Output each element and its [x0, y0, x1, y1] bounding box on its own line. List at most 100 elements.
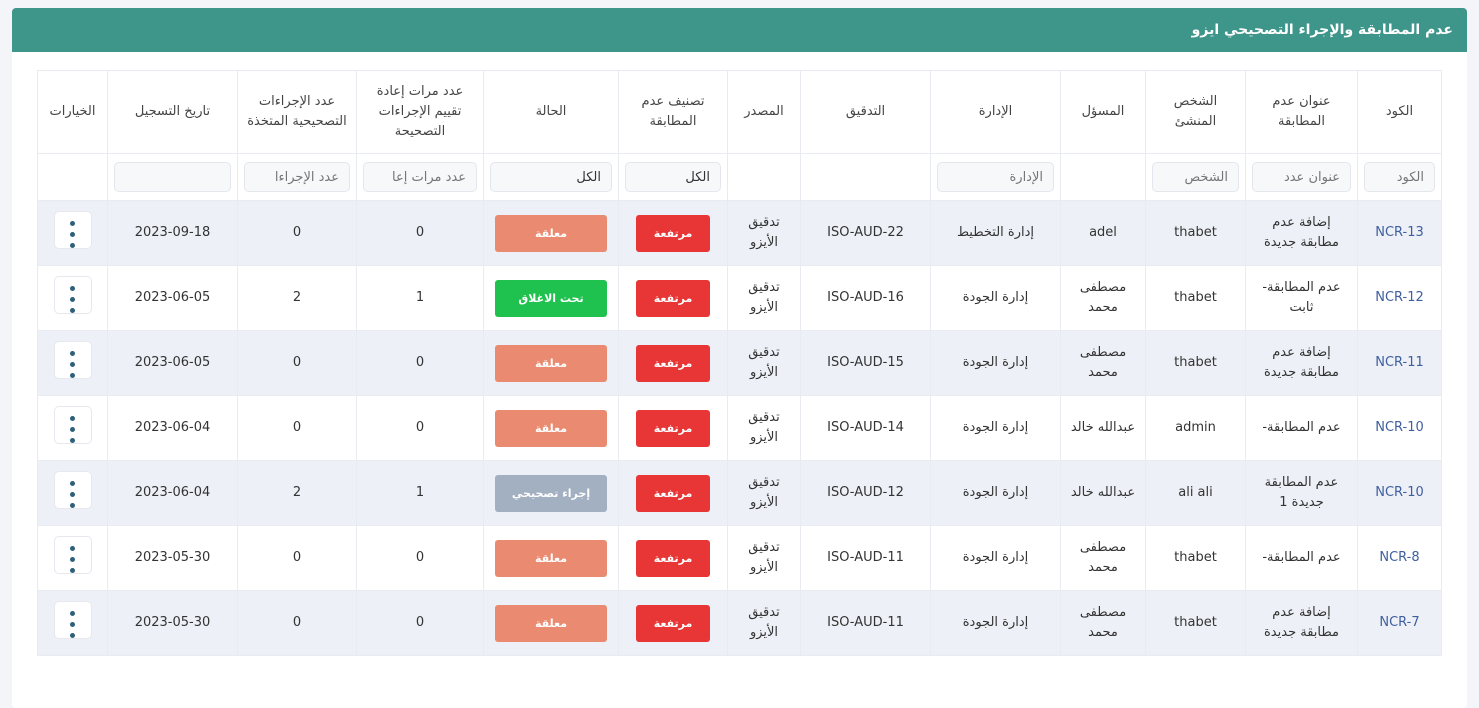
- reeval-text: 1: [415, 485, 425, 500]
- status-badge: معلقة: [495, 214, 607, 252]
- code-cell: NCR-11: [1357, 330, 1442, 396]
- audit-cell: ISO-AUD-11: [800, 590, 931, 656]
- options-button[interactable]: [53, 340, 92, 379]
- actions-filter[interactable]: [244, 162, 350, 192]
- status-badge: معلقة: [495, 604, 607, 642]
- options-button[interactable]: [53, 600, 92, 639]
- date-cell: 2023-06-04: [107, 460, 238, 526]
- options-button[interactable]: [53, 275, 92, 314]
- code-cell: NCR-12: [1357, 265, 1442, 331]
- dept-text: إدارة الجودة: [962, 550, 1029, 565]
- actions-text: 0: [292, 355, 302, 370]
- source-cell: تدقيق الأيزو: [727, 395, 801, 461]
- person-cell: thabet: [1145, 265, 1246, 331]
- options-button[interactable]: [53, 210, 92, 249]
- date-text: 2023-05-30: [134, 550, 211, 565]
- code-text[interactable]: NCR-13: [1375, 225, 1424, 240]
- resp-cell: مصطفى محمد: [1060, 265, 1146, 331]
- source-cell: تدقيق الأيزو: [727, 200, 801, 266]
- column-header[interactable]: الشخص المنشئ: [1145, 70, 1246, 154]
- reeval-text: 0: [415, 550, 425, 565]
- column-header[interactable]: المصدر: [727, 70, 801, 154]
- date-text: 2023-05-30: [134, 615, 211, 630]
- column-header[interactable]: عدد الإجراءات التصحيحية المتخذة: [237, 70, 357, 154]
- code-text[interactable]: NCR-12: [1375, 290, 1424, 305]
- code-filter[interactable]: [1364, 162, 1435, 192]
- resp-text: مصطفى محمد: [1079, 345, 1127, 380]
- resp-text: عبدالله خالد: [1070, 420, 1136, 435]
- status-select[interactable]: الكل: [490, 162, 612, 192]
- dept-cell: إدارة الجودة: [930, 395, 1061, 461]
- actions-cell: 0: [237, 525, 357, 591]
- column-header[interactable]: الخيارات: [37, 70, 108, 154]
- class-cell: مرتفعة: [618, 330, 728, 396]
- audit-cell: ISO-AUD-14: [800, 395, 931, 461]
- code-text[interactable]: NCR-7: [1379, 615, 1420, 630]
- title-cell: إضافة عدم مطابقة جديدة: [1245, 330, 1358, 396]
- column-header[interactable]: المسؤل: [1060, 70, 1146, 154]
- ncr-table: الكود عنوان عدم المطابقة الشخص المنشئ المسؤ…: [37, 70, 1442, 656]
- column-header[interactable]: الكود: [1357, 70, 1442, 154]
- kebab-icon: [70, 350, 75, 356]
- person-text: thabet: [1174, 290, 1217, 305]
- code-text[interactable]: NCR-11: [1375, 355, 1424, 370]
- code-text[interactable]: NCR-8: [1379, 550, 1420, 565]
- source-cell: تدقيق الأيزو: [727, 330, 801, 396]
- title-filter[interactable]: [1252, 162, 1351, 192]
- audit-cell: ISO-AUD-16: [800, 265, 931, 331]
- column-header[interactable]: عنوان عدم المطابقة: [1245, 70, 1358, 154]
- kebab-icon: [70, 545, 75, 551]
- status-cell: إجراء تصحيحي: [483, 460, 619, 526]
- title-text: إضافة عدم مطابقة جديدة: [1264, 605, 1339, 640]
- title-cell: عدم المطابقة- ثابت: [1245, 265, 1358, 331]
- class-cell: مرتفعة: [618, 525, 728, 591]
- code-cell: NCR-13: [1357, 200, 1442, 266]
- audit-text: ISO-AUD-11: [827, 550, 904, 565]
- options-cell: [37, 265, 108, 331]
- code-cell: NCR-10: [1357, 395, 1442, 461]
- actions-text: 0: [292, 615, 302, 630]
- date-cell: 2023-09-18: [107, 200, 238, 266]
- date-text: 2023-06-05: [134, 355, 211, 370]
- status-cell: معلقة: [483, 200, 619, 266]
- person-filter[interactable]: [1152, 162, 1239, 192]
- status-cell: تحت الاغلاق: [483, 265, 619, 331]
- column-header[interactable]: تصنيف عدم المطابقة: [618, 70, 728, 154]
- dept-filter[interactable]: [937, 162, 1054, 192]
- audit-text: ISO-AUD-16: [827, 290, 904, 305]
- reeval-text: 0: [415, 355, 425, 370]
- dept-cell: إدارة التخطيط: [930, 200, 1061, 266]
- column-header[interactable]: الحالة: [483, 70, 619, 154]
- actions-text: 2: [292, 290, 302, 305]
- column-header[interactable]: الإدارة: [930, 70, 1061, 154]
- page-title: عدم المطابقة والإجراء التصحيحي ايزو: [12, 8, 1467, 52]
- column-header[interactable]: عدد مرات إعادة تقييم الإجراءات التصحيحة: [356, 70, 484, 154]
- options-button[interactable]: [53, 405, 92, 444]
- date-text: 2023-06-04: [134, 485, 211, 500]
- options-cell: [37, 395, 108, 461]
- date-text: 2023-06-04: [134, 420, 211, 435]
- title-text: عدم المطابقة- ثابت: [1262, 280, 1341, 315]
- date-filter[interactable]: [114, 162, 231, 192]
- column-header[interactable]: تاريخ التسجيل: [107, 70, 238, 154]
- audit-cell: ISO-AUD-12: [800, 460, 931, 526]
- actions-text: 0: [292, 225, 302, 240]
- class-select[interactable]: الكل: [625, 162, 721, 192]
- source-text: تدقيق الأيزو: [748, 345, 780, 380]
- code-text[interactable]: NCR-10: [1375, 420, 1424, 435]
- class-badge: مرتفعة: [636, 409, 710, 447]
- title-text: إضافة عدم مطابقة جديدة: [1264, 215, 1339, 250]
- title-cell: عدم المطابقة-: [1245, 525, 1358, 591]
- kebab-icon: [70, 480, 75, 486]
- dept-cell: إدارة الجودة: [930, 590, 1061, 656]
- column-header[interactable]: التدقيق: [800, 70, 931, 154]
- options-cell: [37, 330, 108, 396]
- code-text[interactable]: NCR-10: [1375, 485, 1424, 500]
- table-row: NCR-7 إضافة عدم مطابقة جديدة thabet مصطفى م…: [37, 590, 1442, 656]
- person-text: ali ali: [1178, 485, 1213, 500]
- options-button[interactable]: [53, 535, 92, 574]
- reeval-filter[interactable]: [363, 162, 477, 192]
- person-cell: thabet: [1145, 590, 1246, 656]
- options-button[interactable]: [53, 470, 92, 509]
- date-cell: 2023-06-05: [107, 265, 238, 331]
